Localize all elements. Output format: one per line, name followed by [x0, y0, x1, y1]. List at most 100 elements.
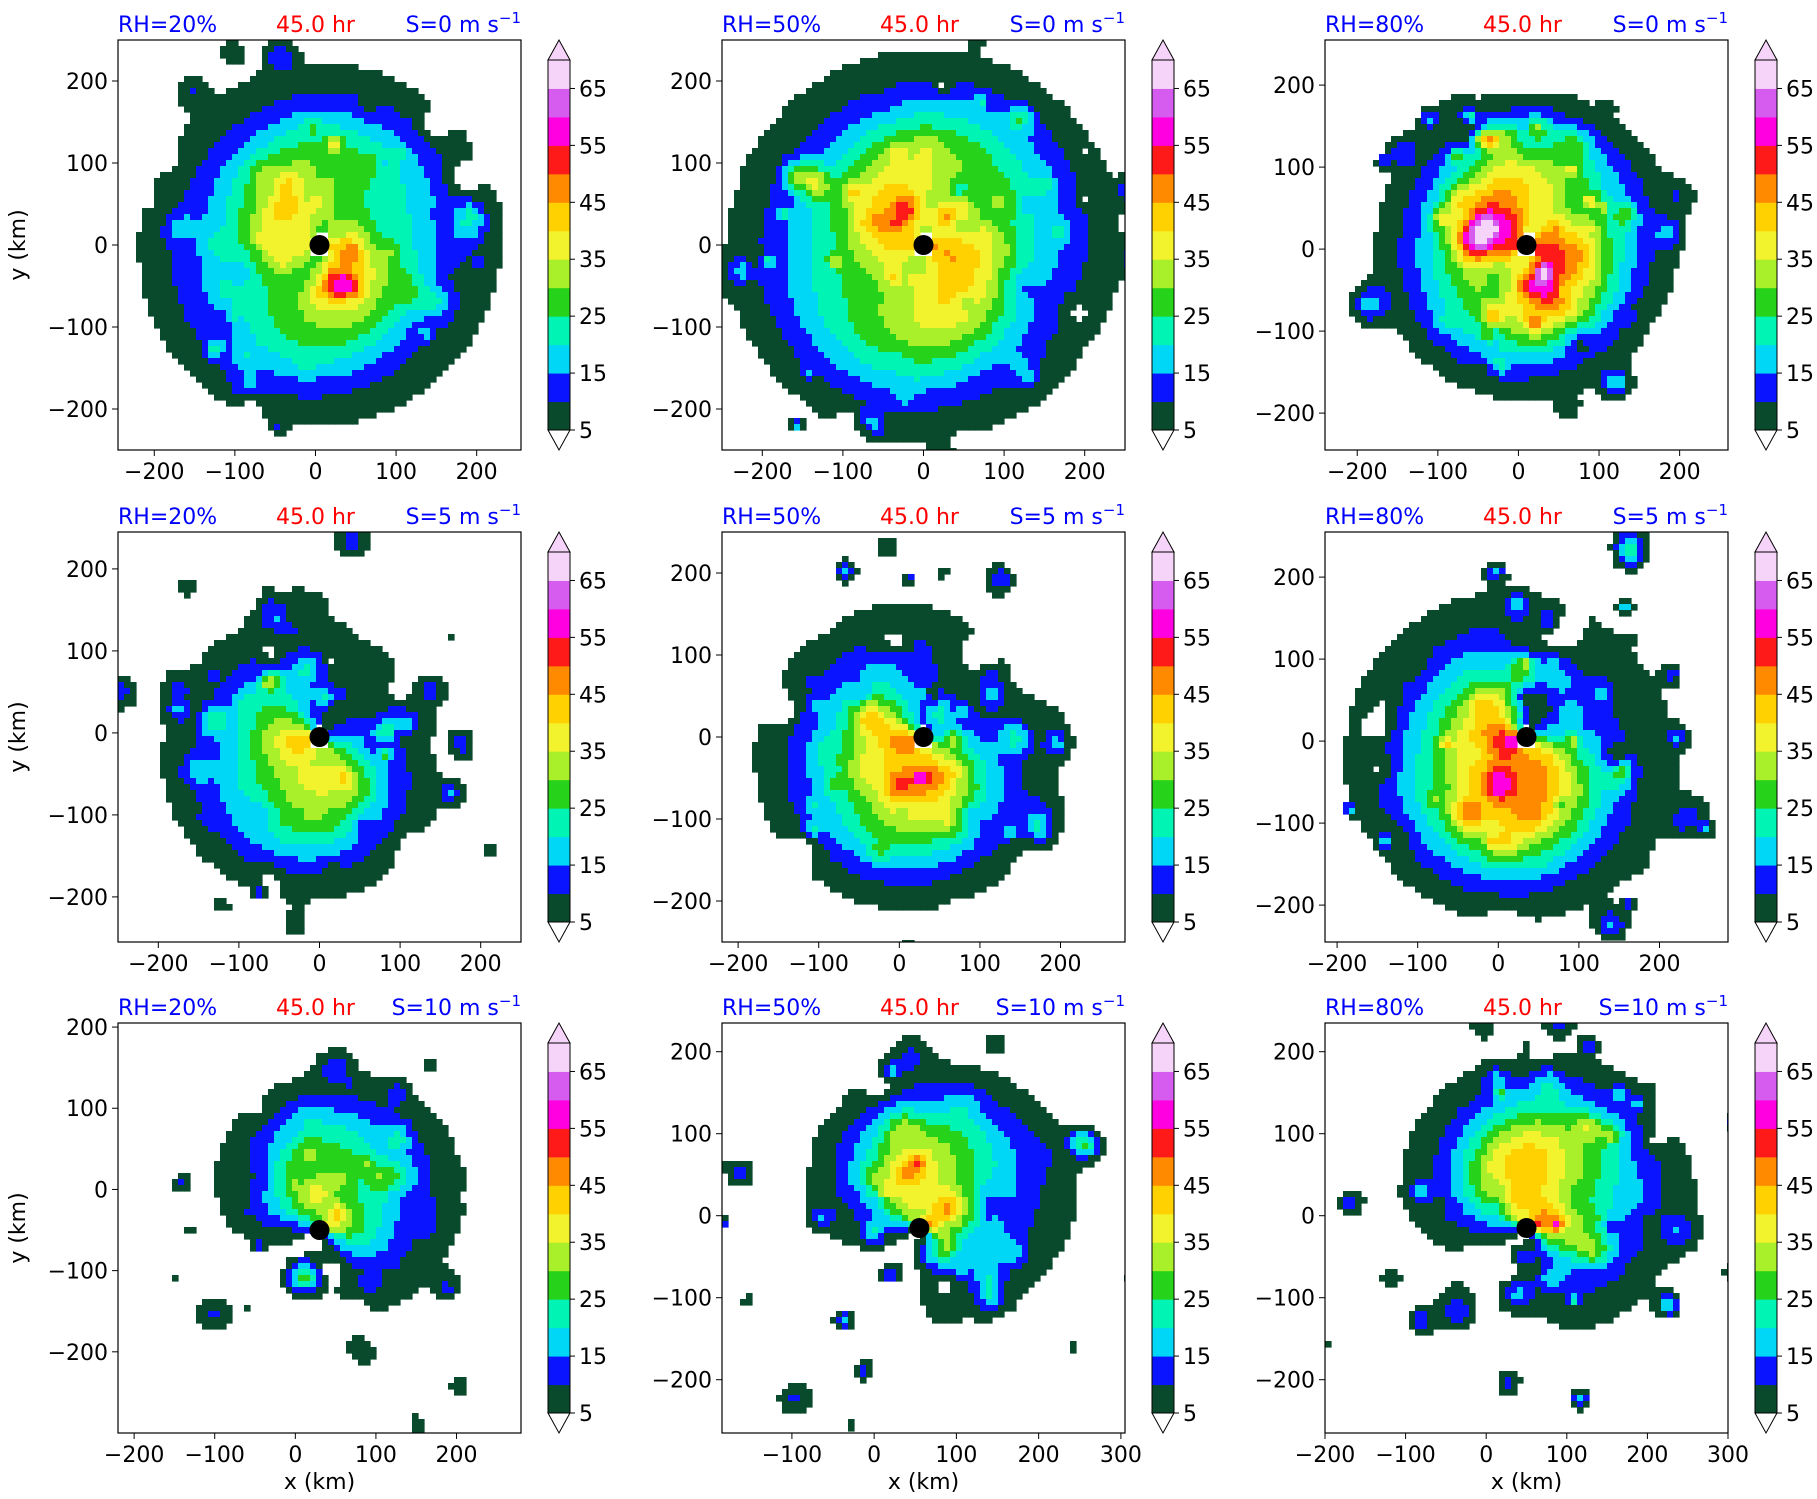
- colorbar-bin: [1152, 202, 1174, 232]
- colorbar-frame: [547, 1042, 571, 1414]
- colorbar-bin: [548, 694, 570, 724]
- colorbar-bin: [548, 580, 570, 610]
- colorbar-bin: [1755, 1270, 1777, 1300]
- y-tick-label: −200: [652, 1369, 712, 1394]
- panel-2: −200 −100 0 100 200 −200 −100 0 100 200 RH=50% 45.0…: [652, 9, 1211, 485]
- colorbar-bin: [548, 1327, 570, 1357]
- colorbar-bin: [1152, 1213, 1174, 1243]
- time-label: 45.0 hr: [276, 996, 356, 1021]
- colorbar-bin: [548, 259, 570, 289]
- colorbar-frame: [1151, 551, 1175, 923]
- colorbar-tick-label: 35: [1183, 248, 1211, 273]
- colorbar-bin: [1152, 751, 1174, 781]
- shear-unit-exponent: −1: [499, 501, 521, 519]
- colorbar-bin: [1755, 836, 1777, 866]
- x-tick-label: 100: [935, 1443, 977, 1468]
- y-axis-label: y (km): [6, 209, 31, 280]
- colorbar-tick-label: 55: [1786, 626, 1814, 651]
- y-tick-label: 0: [698, 234, 712, 259]
- colorbar-tick-label: 45: [579, 191, 607, 216]
- colorbar-tick-label: 35: [1786, 740, 1814, 765]
- shear-unit-exponent: −1: [499, 9, 521, 27]
- colorbar-bin: [548, 1043, 570, 1072]
- colorbar-bin: [548, 373, 570, 403]
- x-tick-label: 0: [917, 460, 931, 485]
- colorbar-tick-label: 65: [1786, 569, 1814, 594]
- x-tick-label: −100: [205, 460, 265, 485]
- colorbar-extend-bottom: [547, 1412, 571, 1435]
- x-tick-label: −200: [104, 1443, 164, 1468]
- colorbar: 5 15 25 35 45 55 65: [1754, 38, 1814, 452]
- colorbar-tick-label: 55: [1786, 134, 1814, 159]
- colorbar-bin: [1755, 344, 1777, 374]
- x-tick-label: −200: [124, 460, 184, 485]
- colorbar-bin: [1152, 722, 1174, 752]
- colorbar-tick-label: 45: [579, 683, 607, 708]
- shear-label: S=5 m s−1: [1010, 501, 1125, 530]
- shear-unit-exponent: −1: [499, 992, 521, 1010]
- colorbar-bin: [1755, 779, 1777, 809]
- colorbar-bin: [1152, 287, 1174, 317]
- axes-frame: [1324, 1022, 1729, 1434]
- y-axis-label: y (km): [6, 701, 31, 772]
- colorbar-bin: [1152, 173, 1174, 203]
- colorbar-bin: [548, 751, 570, 781]
- colorbar-tick-label: 35: [579, 248, 607, 273]
- colorbar-bin: [1755, 665, 1777, 695]
- colorbar-bin: [1152, 145, 1174, 175]
- colorbar-bin: [1755, 1356, 1777, 1386]
- colorbar-extend-bottom: [1754, 921, 1778, 944]
- y-tick-label: 200: [1273, 74, 1315, 99]
- x-axis-label: x (km): [284, 1470, 355, 1495]
- y-tick-label: −100: [1255, 812, 1315, 837]
- colorbar-tick-label: 55: [1786, 1117, 1814, 1142]
- colorbar-tick-label: 15: [1786, 1345, 1814, 1370]
- y-tick-label: 100: [66, 1097, 108, 1122]
- colorbar: 5 15 25 35 45 55 65: [1151, 530, 1211, 944]
- colorbar-bin: [1755, 1384, 1777, 1414]
- y-tick-label: −100: [652, 316, 712, 341]
- colorbar-bin: [1755, 230, 1777, 260]
- x-tick-label: −200: [732, 460, 792, 485]
- colorbar-tick-label: 35: [579, 740, 607, 765]
- colorbar-bin: [548, 344, 570, 374]
- shear-unit-exponent: −1: [1706, 9, 1728, 27]
- colorbar-tick-label: 5: [579, 1402, 593, 1427]
- colorbar-bin: [548, 836, 570, 866]
- colorbar-tick-label: 35: [1183, 740, 1211, 765]
- y-tick-label: 200: [670, 1041, 712, 1066]
- y-tick-label: 200: [1273, 1041, 1315, 1066]
- colorbar-tick-label: 5: [579, 419, 593, 444]
- x-tick-label: −100: [209, 952, 269, 977]
- time-label: 45.0 hr: [880, 505, 960, 530]
- x-tick-label: 200: [456, 460, 498, 485]
- colorbar-extend-bottom: [1151, 429, 1175, 452]
- colorbar-bin: [1755, 1071, 1777, 1101]
- colorbar-bin: [1755, 751, 1777, 781]
- colorbar-bin: [548, 60, 570, 89]
- shear-unit-exponent: −1: [1103, 501, 1125, 519]
- colorbar-tick-label: 15: [1786, 854, 1814, 879]
- colorbar-tick-label: 45: [1183, 1174, 1211, 1199]
- colorbar-bin: [1755, 1185, 1777, 1215]
- colorbar-tick-label: 15: [579, 1345, 607, 1370]
- colorbar-bin: [548, 722, 570, 752]
- panel-8: −100 0 100 200 300 −200 −100 0 100 200 x (km) RH=50…: [652, 992, 1211, 1495]
- storm-center-marker: [909, 1218, 930, 1238]
- colorbar-tick-label: 15: [1786, 362, 1814, 387]
- shear-unit-exponent: −1: [1706, 501, 1728, 519]
- storm-center-marker: [913, 727, 934, 747]
- y-tick-label: 0: [1301, 730, 1315, 755]
- y-tick-label: −200: [1255, 402, 1315, 427]
- y-tick-label: −200: [48, 886, 108, 911]
- y-tick-label: 100: [66, 152, 108, 177]
- rh-label: RH=20%: [118, 505, 217, 530]
- colorbar-bin: [1152, 1099, 1174, 1129]
- colorbar: 5 15 25 35 45 55 65: [547, 1021, 607, 1435]
- colorbar-extend-bottom: [547, 429, 571, 452]
- x-tick-label: −100: [185, 1443, 245, 1468]
- y-tick-label: 100: [1273, 1123, 1315, 1148]
- colorbar-bin: [548, 1299, 570, 1329]
- colorbar-bin: [1755, 580, 1777, 610]
